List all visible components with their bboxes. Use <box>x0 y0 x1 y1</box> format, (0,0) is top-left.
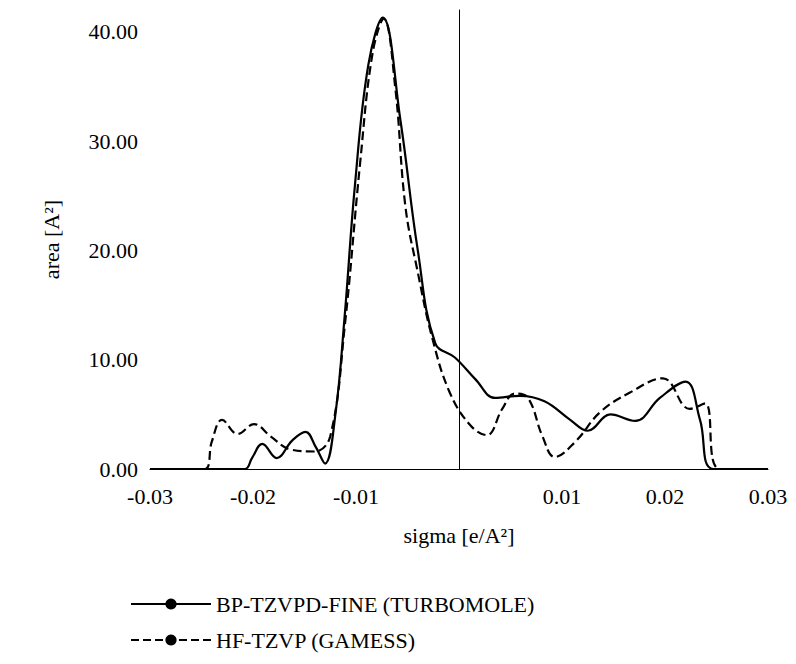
svg-text:0.03: 0.03 <box>749 484 788 509</box>
svg-text:10.00: 10.00 <box>89 347 139 372</box>
svg-text:0.01: 0.01 <box>543 484 582 509</box>
svg-text:30.00: 30.00 <box>89 129 139 154</box>
svg-text:20.00: 20.00 <box>89 238 139 263</box>
svg-text:0.02: 0.02 <box>646 484 685 509</box>
svg-text:BP-TZVPD-FINE (TURBOMOLE): BP-TZVPD-FINE (TURBOMOLE) <box>216 592 534 617</box>
svg-text:-0.01: -0.01 <box>333 484 379 509</box>
svg-text:area [A²]: area [A²] <box>39 200 64 279</box>
svg-text:-0.03: -0.03 <box>127 484 173 509</box>
svg-text:sigma [e/A²]: sigma [e/A²] <box>403 523 514 548</box>
svg-text:HF-TZVP (GAMESS): HF-TZVP (GAMESS) <box>216 628 415 653</box>
svg-text:-0.02: -0.02 <box>230 484 276 509</box>
svg-text:40.00: 40.00 <box>89 19 139 44</box>
svg-text:0.00: 0.00 <box>100 457 139 482</box>
